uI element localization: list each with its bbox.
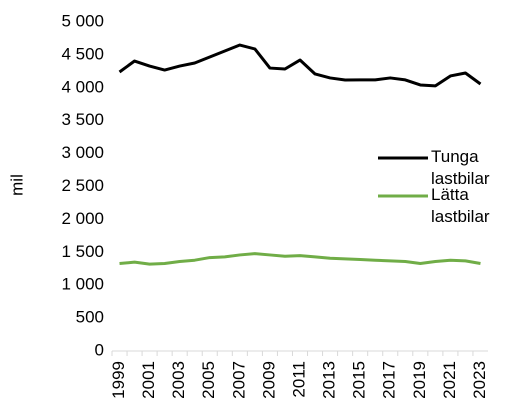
x-tick-label: 2019 <box>410 361 429 399</box>
y-tick-label: 4 000 <box>61 77 104 96</box>
y-tick-label: 3 000 <box>61 143 104 162</box>
y-axis-label: mil <box>7 174 26 196</box>
y-tick-label: 2 500 <box>61 176 104 195</box>
series-line <box>119 252 481 266</box>
x-tick-label: 2023 <box>470 361 489 399</box>
x-tick-label: 2017 <box>380 361 399 399</box>
y-tick-label: 3 500 <box>61 110 104 129</box>
y-tick-label: 0 <box>95 340 104 359</box>
y-tick-label: 500 <box>76 308 104 327</box>
y-tick-label: 4 500 <box>61 44 104 63</box>
x-tick-label: 2005 <box>199 361 218 399</box>
series-line <box>118 43 482 88</box>
legend-label: Lätta lastbilar <box>431 185 490 226</box>
y-tick-label: 1 500 <box>61 242 104 261</box>
y-tick-label: 5 000 <box>61 11 104 30</box>
x-tick-label: 2001 <box>139 361 158 399</box>
legend-label: Tunga lastbilar <box>431 147 490 188</box>
x-tick-label: 2003 <box>169 361 188 399</box>
x-tick-label: 2007 <box>229 361 248 399</box>
x-tick-label: 2013 <box>320 361 339 399</box>
x-tick-label: 2009 <box>259 361 278 399</box>
x-tick-label: 2021 <box>440 361 459 399</box>
y-tick-label: 1 000 <box>61 275 104 294</box>
x-tick-label: 2015 <box>350 361 369 399</box>
x-tick-label: 1999 <box>109 361 128 399</box>
x-tick-label: 2011 <box>289 361 308 398</box>
y-tick-label: 2 000 <box>61 209 104 228</box>
